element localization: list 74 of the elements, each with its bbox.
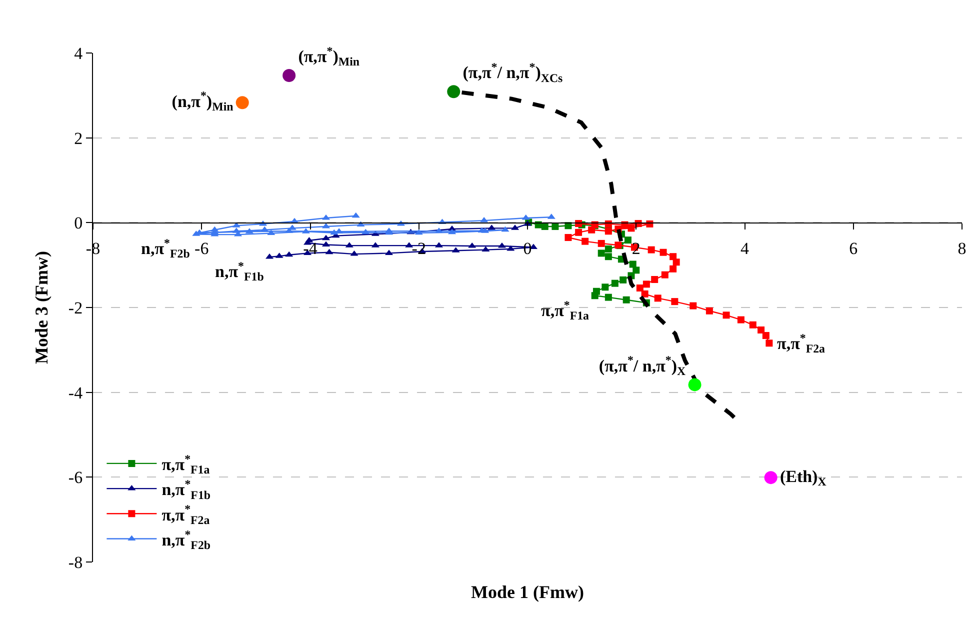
- y-tick-label: -8: [68, 552, 83, 572]
- y-axis-title: Mode 3 (Fmw): [32, 251, 52, 364]
- point: [670, 265, 677, 272]
- y-tick-label: 4: [74, 44, 84, 63]
- point: [552, 222, 559, 230]
- point: [749, 321, 756, 328]
- series-label: (n,π$^{*}$)$_{Min}$: [172, 88, 234, 114]
- point: [758, 326, 765, 334]
- x-tick-label: 4: [740, 239, 750, 258]
- point: [414, 229, 423, 235]
- point: [737, 316, 744, 324]
- point: [591, 292, 598, 300]
- point: [651, 276, 658, 284]
- point: [654, 294, 662, 302]
- point: [501, 226, 510, 232]
- point: [575, 228, 582, 236]
- series-label: (π,π$^{*}$)$_{Min}$: [298, 44, 360, 69]
- point: [564, 234, 572, 242]
- series-label: (π,π$^{*}$/ n,π$^{*}$)$_{XCs}$: [462, 60, 564, 85]
- y-tick-label: -4: [68, 383, 84, 402]
- point: [604, 253, 612, 260]
- x-tick-label: 8: [958, 239, 966, 258]
- point: [611, 280, 618, 287]
- point: [482, 246, 490, 252]
- point: [325, 248, 334, 254]
- point: [352, 212, 360, 218]
- point: [671, 298, 678, 306]
- point: [362, 228, 370, 234]
- point: [624, 236, 632, 244]
- point: [629, 260, 636, 268]
- point: [641, 290, 648, 298]
- point: [632, 266, 640, 274]
- y-tick-label: -6: [68, 468, 83, 488]
- point: [598, 250, 605, 257]
- point: [636, 284, 644, 292]
- series-label: (Eth)$_{X}$: [780, 466, 827, 488]
- point: [236, 96, 249, 110]
- y-tick-label: 0: [74, 214, 83, 233]
- x-tick-label: -6: [194, 239, 209, 258]
- y-tick-label: 2: [74, 128, 83, 148]
- y-tick-label: -2: [68, 298, 83, 318]
- point: [582, 238, 589, 245]
- point: [628, 224, 635, 232]
- point: [267, 230, 276, 236]
- point: [622, 296, 630, 304]
- point: [672, 258, 680, 266]
- line-series: [460, 90, 738, 421]
- point: [688, 378, 702, 392]
- point: [210, 226, 219, 232]
- point: [285, 251, 294, 257]
- point: [766, 340, 773, 347]
- x-axis-title: Mode 1 (Fmw): [471, 582, 584, 602]
- point: [602, 284, 609, 291]
- point: [648, 246, 655, 254]
- point: [282, 68, 296, 82]
- point: [598, 240, 605, 247]
- series-label: (π,π$^{*}$/ n,π$^{*}$)$_{X}$: [598, 353, 686, 378]
- x-tick-label: 6: [849, 239, 858, 258]
- point: [660, 248, 667, 256]
- point: [722, 312, 730, 319]
- point: [764, 471, 778, 484]
- point: [541, 222, 548, 230]
- point: [762, 332, 770, 339]
- point: [506, 245, 515, 251]
- point: [620, 276, 627, 284]
- point: [604, 245, 612, 252]
- point: [706, 307, 713, 314]
- point: [447, 85, 460, 98]
- point: [690, 302, 697, 310]
- point: [661, 271, 668, 278]
- point: [604, 294, 612, 301]
- point: [642, 280, 650, 288]
- point: [260, 226, 269, 232]
- point: [588, 226, 596, 234]
